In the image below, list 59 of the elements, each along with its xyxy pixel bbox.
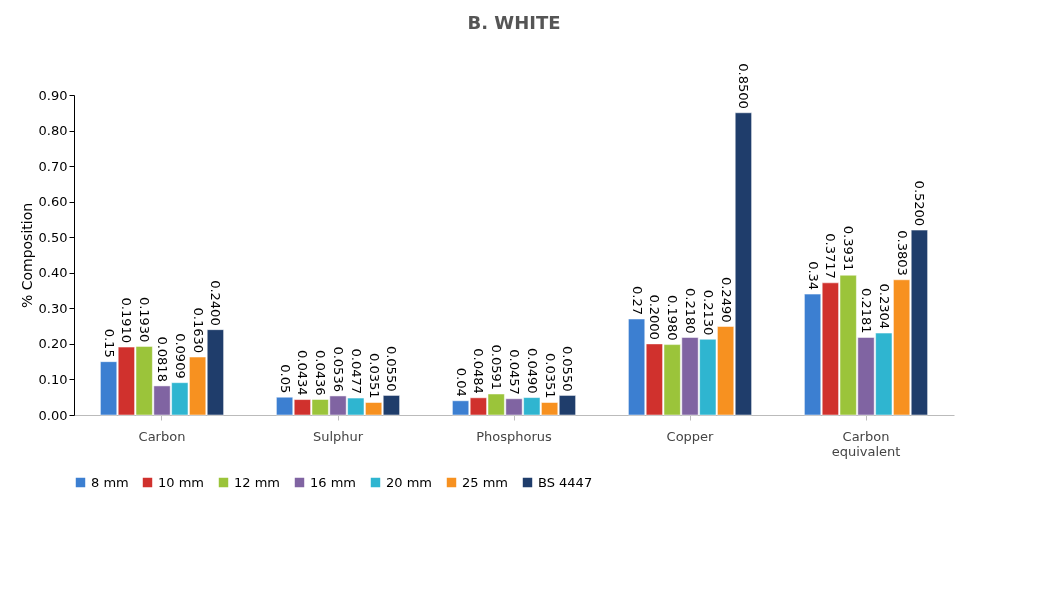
data-label: 0.04 <box>453 367 469 397</box>
data-label: 0.8500 <box>736 63 752 109</box>
data-label: 0.5200 <box>912 180 928 227</box>
data-label: 0.0550 <box>384 345 400 392</box>
data-label: 0.0457 <box>507 349 522 395</box>
data-label: 0.0484 <box>471 348 487 394</box>
data-label: 0.0490 <box>524 348 540 394</box>
data-label: 0.0351 <box>366 353 382 399</box>
y-tick-label: 0.50 <box>38 229 68 245</box>
data-label: 0.0477 <box>348 348 364 395</box>
legend-label: 25 mm <box>462 474 509 490</box>
y-tick-label: 0.40 <box>38 265 68 281</box>
data-label: 0.15 <box>101 328 117 358</box>
y-tick-label: 0.90 <box>38 87 68 103</box>
legend-label: BS 4447 <box>538 474 593 490</box>
chart-title: B. WHITE <box>467 12 561 34</box>
data-label: 0.0818 <box>155 336 170 382</box>
data-label: 0.27 <box>629 286 645 315</box>
data-label: 0.0434 <box>295 350 311 396</box>
data-label: 0.2400 <box>208 280 224 326</box>
y-tick-label: 0.10 <box>38 371 68 387</box>
data-label: 0.2304 <box>876 283 892 330</box>
data-label: 0.1930 <box>137 296 153 343</box>
y-axis-title: % Composition <box>18 202 35 309</box>
y-tick-label: 0.00 <box>38 407 68 423</box>
legend-label: 16 mm <box>310 474 357 490</box>
legend-label: 10 mm <box>158 474 205 490</box>
data-label: 0.1980 <box>665 295 681 341</box>
data-label: 0.2490 <box>718 276 734 323</box>
y-tick-label: 0.70 <box>38 158 68 174</box>
y-tick-label: 0.20 <box>38 336 68 352</box>
x-tick-label: Phosphorus <box>476 428 553 444</box>
data-label: 0.05 <box>277 364 293 394</box>
data-label: 0.1630 <box>190 307 206 354</box>
data-label: 0.0436 <box>313 350 329 396</box>
data-label: 0.0550 <box>560 345 576 392</box>
data-label: 0.0591 <box>489 344 505 390</box>
data-label: 0.2000 <box>647 294 663 340</box>
x-tick-label: Carbon equivalent <box>831 428 901 459</box>
data-label: 0.0536 <box>331 346 346 392</box>
data-label: 0.3931 <box>841 225 857 272</box>
data-label: 0.2181 <box>859 287 874 334</box>
legend-label: 20 mm <box>386 474 433 490</box>
legend-label: 8 mm <box>91 474 129 490</box>
data-label: 0.1910 <box>119 297 135 344</box>
data-label: 0.0909 <box>172 333 188 379</box>
x-tick-label: Carbon <box>138 428 186 444</box>
y-tick-label: 0.60 <box>38 194 68 210</box>
data-label: 0.3717 <box>823 233 839 279</box>
data-label: 0.34 <box>805 261 821 291</box>
data-label: 0.0351 <box>542 353 558 399</box>
x-tick-label: Sulphur <box>312 428 364 444</box>
x-tick-label: Copper <box>666 428 715 444</box>
legend-label: 12 mm <box>234 474 281 490</box>
y-tick-label: 0.80 <box>38 123 68 139</box>
data-label: 0.2130 <box>700 289 716 336</box>
data-label: 0.3803 <box>894 230 910 276</box>
y-tick-label: 0.30 <box>38 300 68 316</box>
data-label: 0.2180 <box>683 287 698 334</box>
